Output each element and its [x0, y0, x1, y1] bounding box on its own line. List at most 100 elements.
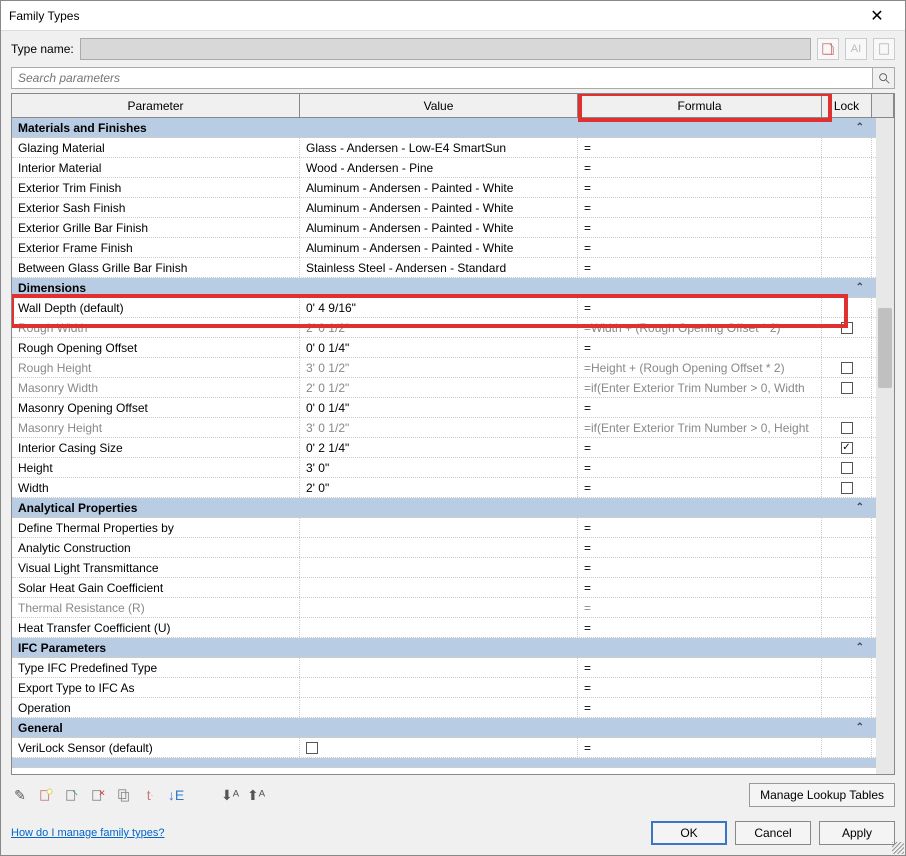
- formula-cell[interactable]: =: [578, 578, 822, 597]
- modify-param-icon[interactable]: [63, 786, 81, 804]
- table-row[interactable]: Export Type to IFC As=: [12, 678, 894, 698]
- param-cell[interactable]: Type IFC Predefined Type: [12, 658, 300, 677]
- lock-checkbox[interactable]: [841, 422, 853, 434]
- value-cell[interactable]: [300, 578, 578, 597]
- value-cell[interactable]: 3' 0": [300, 458, 578, 477]
- value-cell[interactable]: 0' 0 1/4": [300, 398, 578, 417]
- value-cell[interactable]: [300, 598, 578, 617]
- lock-cell[interactable]: [822, 318, 872, 337]
- scrollbar-thumb[interactable]: [878, 308, 892, 388]
- lock-cell[interactable]: [822, 218, 872, 237]
- formula-cell[interactable]: =: [578, 218, 822, 237]
- lock-cell[interactable]: [822, 338, 872, 357]
- value-cell[interactable]: [300, 658, 578, 677]
- formula-cell[interactable]: =: [578, 178, 822, 197]
- value-cell[interactable]: [300, 678, 578, 697]
- table-row[interactable]: Exterior Sash FinishAluminum - Andersen …: [12, 198, 894, 218]
- lock-cell[interactable]: [822, 618, 872, 637]
- param-cell[interactable]: Define Thermal Properties by: [12, 518, 300, 537]
- table-row[interactable]: Interior Casing Size0' 2 1/4"=: [12, 438, 894, 458]
- lock-cell[interactable]: [822, 738, 872, 757]
- collapse-icon[interactable]: ⌃: [856, 282, 864, 293]
- formula-cell[interactable]: =: [578, 538, 822, 557]
- group-header[interactable]: Analytical Properties⌃: [12, 498, 894, 518]
- collapse-icon[interactable]: ⌃: [856, 642, 864, 653]
- lock-cell[interactable]: [822, 578, 872, 597]
- collapse-icon[interactable]: ⌃: [856, 122, 864, 133]
- value-cell[interactable]: Aluminum - Andersen - Painted - White: [300, 198, 578, 217]
- table-row[interactable]: Define Thermal Properties by =: [12, 518, 894, 538]
- table-row[interactable]: Exterior Frame FinishAluminum - Andersen…: [12, 238, 894, 258]
- lock-cell[interactable]: [822, 518, 872, 537]
- header-value[interactable]: Value: [300, 94, 578, 117]
- param-cell[interactable]: Rough Width: [12, 318, 300, 337]
- value-cell[interactable]: [300, 618, 578, 637]
- lock-cell[interactable]: [822, 458, 872, 477]
- table-row[interactable]: Masonry Height3' 0 1/2"=if(Enter Exterio…: [12, 418, 894, 438]
- value-checkbox[interactable]: [306, 742, 318, 754]
- value-cell[interactable]: 3' 0 1/2": [300, 358, 578, 377]
- param-cell[interactable]: Visual Light Transmittance: [12, 558, 300, 577]
- formula-cell[interactable]: =: [578, 198, 822, 217]
- formula-cell[interactable]: =: [578, 658, 822, 677]
- table-row[interactable]: Visual Light Transmittance=: [12, 558, 894, 578]
- param-cell[interactable]: Masonry Opening Offset: [12, 398, 300, 417]
- value-cell[interactable]: Glass - Andersen - Low-E4 SmartSun: [300, 138, 578, 157]
- group-header[interactable]: General⌃: [12, 718, 894, 738]
- value-cell[interactable]: Aluminum - Andersen - Painted - White: [300, 218, 578, 237]
- formula-cell[interactable]: =: [578, 618, 822, 637]
- collapse-icon[interactable]: ⌃: [856, 502, 864, 513]
- formula-cell[interactable]: =: [578, 598, 822, 617]
- help-link[interactable]: How do I manage family types?: [11, 827, 164, 839]
- lock-checkbox[interactable]: [841, 362, 853, 374]
- param-cell[interactable]: VeriLock Sensor (default): [12, 738, 300, 757]
- formula-cell[interactable]: =: [578, 138, 822, 157]
- search-input[interactable]: [11, 67, 873, 89]
- value-cell[interactable]: 2' 0 1/2": [300, 318, 578, 337]
- rename-type-button[interactable]: AI: [845, 38, 867, 60]
- param-cell[interactable]: Operation: [12, 698, 300, 717]
- param-cell[interactable]: Interior Casing Size: [12, 438, 300, 457]
- cancel-button[interactable]: Cancel: [735, 821, 811, 845]
- table-row[interactable]: Wall Depth (default)0' 4 9/16"=: [12, 298, 894, 318]
- formula-cell[interactable]: =: [578, 518, 822, 537]
- typename-combo[interactable]: [80, 38, 811, 60]
- param-cell[interactable]: Rough Opening Offset: [12, 338, 300, 357]
- lock-cell[interactable]: [822, 258, 872, 277]
- table-row[interactable]: Interior MaterialWood - Andersen - Pine=: [12, 158, 894, 178]
- search-icon[interactable]: [873, 67, 895, 89]
- table-row[interactable]: Exterior Trim FinishAluminum - Andersen …: [12, 178, 894, 198]
- lock-checkbox[interactable]: [841, 482, 853, 494]
- lock-checkbox[interactable]: [841, 382, 853, 394]
- formula-cell[interactable]: =: [578, 398, 822, 417]
- delete-type-button[interactable]: [873, 38, 895, 60]
- value-cell[interactable]: 2' 0 1/2": [300, 378, 578, 397]
- header-formula[interactable]: Formula: [578, 94, 822, 117]
- table-row[interactable]: Glazing MaterialGlass - Andersen - Low-E…: [12, 138, 894, 158]
- lock-cell[interactable]: [822, 558, 872, 577]
- param-cell[interactable]: Between Glass Grille Bar Finish: [12, 258, 300, 277]
- lock-cell[interactable]: [822, 598, 872, 617]
- table-row[interactable]: Masonry Width2' 0 1/2"=if(Enter Exterior…: [12, 378, 894, 398]
- table-row[interactable]: Rough Height3' 0 1/2"=Height + (Rough Op…: [12, 358, 894, 378]
- value-cell[interactable]: [300, 518, 578, 537]
- formula-cell[interactable]: =: [578, 458, 822, 477]
- table-row[interactable]: Type IFC Predefined Type =: [12, 658, 894, 678]
- apply-button[interactable]: Apply: [819, 821, 895, 845]
- copy-param-icon[interactable]: [115, 786, 133, 804]
- lock-cell[interactable]: [822, 678, 872, 697]
- table-row[interactable]: Between Glass Grille Bar FinishStainless…: [12, 258, 894, 278]
- vertical-scrollbar[interactable]: [876, 118, 894, 774]
- param-cell[interactable]: Wall Depth (default): [12, 298, 300, 317]
- sort-asc-icon[interactable]: ⬇ᴬ: [221, 786, 239, 804]
- value-cell[interactable]: 0' 4 9/16": [300, 298, 578, 317]
- param-cell[interactable]: Glazing Material: [12, 138, 300, 157]
- value-cell[interactable]: [300, 558, 578, 577]
- lock-cell[interactable]: [822, 358, 872, 377]
- lock-checkbox[interactable]: [841, 442, 853, 454]
- param-cell[interactable]: Heat Transfer Coefficient (U): [12, 618, 300, 637]
- group-header[interactable]: [12, 758, 894, 768]
- lock-cell[interactable]: [822, 538, 872, 557]
- param-cell[interactable]: Export Type to IFC As: [12, 678, 300, 697]
- table-row[interactable]: Rough Opening Offset0' 0 1/4"=: [12, 338, 894, 358]
